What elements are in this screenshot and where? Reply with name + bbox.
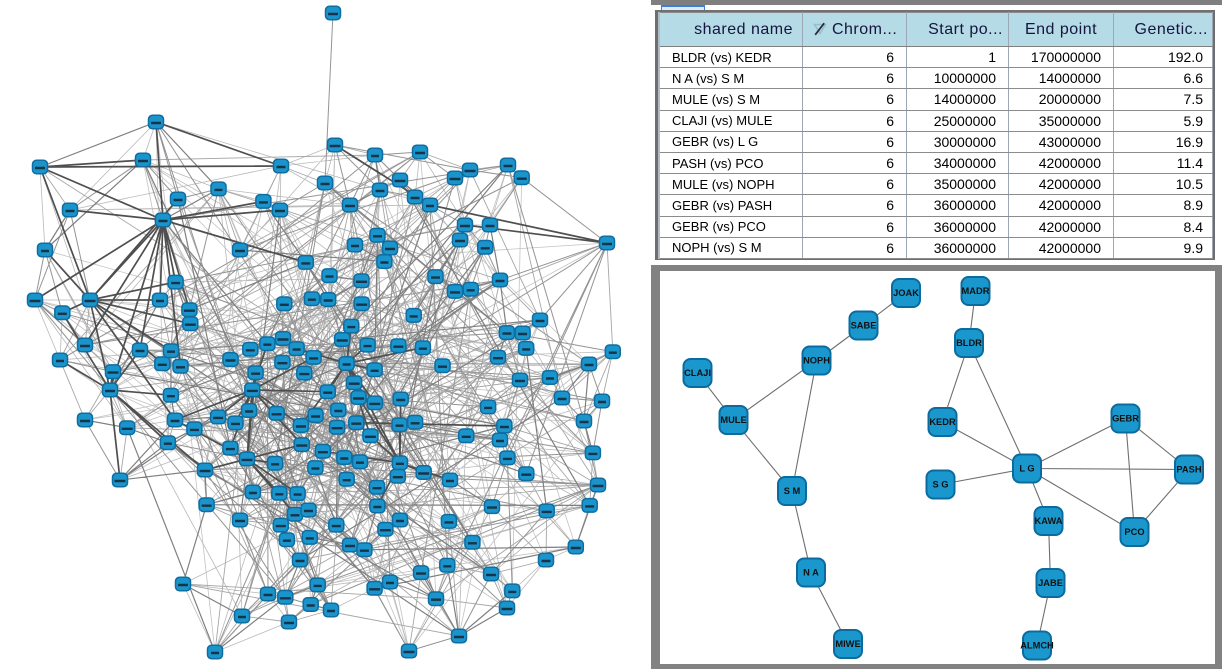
svg-text:SABE: SABE xyxy=(851,321,877,331)
svg-text:KEDR: KEDR xyxy=(929,417,956,427)
svg-text:NOPH: NOPH xyxy=(803,356,830,366)
svg-text:MULE: MULE xyxy=(720,415,746,425)
svg-text:KAWA: KAWA xyxy=(1035,516,1063,526)
svg-text:MIWE: MIWE xyxy=(835,639,860,649)
svg-text:L G: L G xyxy=(1019,464,1034,474)
svg-text:CLAJI: CLAJI xyxy=(684,368,711,378)
svg-text:N A: N A xyxy=(803,568,819,578)
svg-text:JABE: JABE xyxy=(1038,578,1063,588)
svg-text:S M: S M xyxy=(784,486,801,496)
svg-text:BLDR: BLDR xyxy=(956,338,982,348)
svg-text:ALMCH: ALMCH xyxy=(1020,641,1054,651)
svg-text:JOAK: JOAK xyxy=(893,288,919,298)
svg-text:MADR: MADR xyxy=(962,286,990,296)
svg-text:PCO: PCO xyxy=(1124,527,1144,537)
svg-text:S G: S G xyxy=(932,480,948,490)
svg-text:GEBR: GEBR xyxy=(1112,414,1139,424)
svg-text:PASH: PASH xyxy=(1176,465,1201,475)
